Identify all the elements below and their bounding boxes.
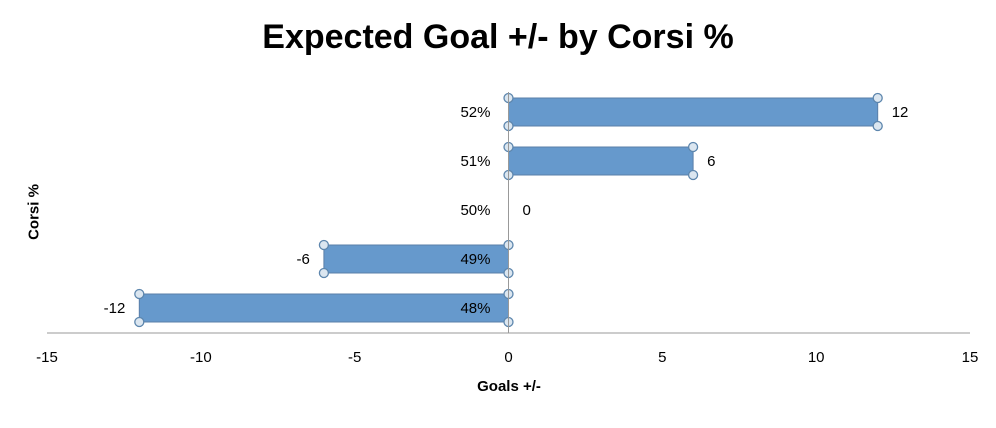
data-label: -12 [104,300,126,317]
selection-handle [318,239,330,251]
labels-layer: -15 -10 -5 0 5 10 15 52% 12 51% 6 50% 0 49% -6 48% -12 [36,104,978,366]
x-tick-label: 0 [504,349,512,366]
x-tick-label: 10 [808,349,825,366]
selection-handle [134,288,145,300]
bar [508,146,694,176]
data-label: 12 [892,104,909,121]
bar [508,97,879,127]
selection-handle [134,316,145,328]
category-label: 49% [460,251,490,268]
x-tick-label: 15 [962,349,979,366]
selection-handle [687,141,699,153]
category-label: 51% [460,153,490,170]
data-label: 0 [523,202,531,219]
category-label: 52% [460,104,490,121]
category-label: 50% [460,202,490,219]
x-tick-label: -15 [36,349,58,366]
x-axis-title: Goals +/- [477,378,541,395]
selection-handle [872,120,883,132]
bar [138,293,510,323]
x-tick-label: 5 [658,349,666,366]
bars-layer [134,92,883,328]
data-label: 6 [707,153,715,170]
data-label: -6 [297,251,310,268]
selection-handle [318,267,330,279]
x-tick-label: -10 [190,349,212,366]
selection-handle [872,92,883,104]
category-label: 48% [460,300,490,317]
x-tick-label: -5 [348,349,361,366]
chart-title: Expected Goal +/- by Corsi % [262,18,734,56]
axis-layer [47,92,970,334]
selection-handle [687,169,699,181]
